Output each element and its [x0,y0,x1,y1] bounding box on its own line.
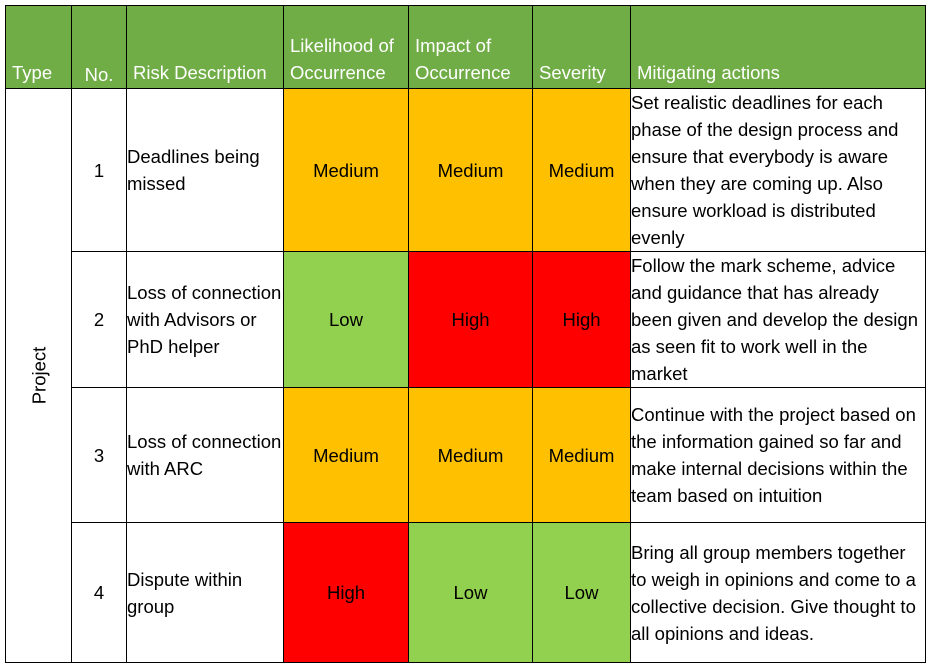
impact-level: Low [408,522,533,663]
impact-level: Medium [408,387,533,523]
severity-level: High [532,251,631,388]
mitigating-action: Continue with the project based on the i… [630,387,926,523]
severity-level: Medium [532,387,631,523]
risk-table: Type No. Risk Description Likelihood of … [5,5,926,663]
severity-level: Medium [532,88,631,252]
header-likelihood: Likelihood of Occurrence [283,5,409,89]
risk-number: 4 [71,522,127,663]
severity-level: Low [532,522,631,663]
risk-row: 3 Loss of connection with ARC Medium Med… [6,387,926,523]
risk-row: 4 Dispute within group High Low Low Brin… [6,522,926,663]
likelihood-level: High [283,522,409,663]
header-risk-description: Risk Description [126,5,284,89]
type-label: Project [27,346,49,405]
header-severity: Severity [532,5,631,89]
header-mitigation: Mitigating actions [630,5,926,89]
mitigating-action: Follow the mark scheme, advice and guida… [630,251,926,388]
risk-row: Project 1 Deadlines being missed Medium … [5,88,926,663]
impact-level: High [408,251,533,388]
likelihood-level: Medium [283,387,409,523]
likelihood-level: Medium [283,88,409,252]
type-cell: Project [5,88,72,663]
risk-row: 2 Loss of connection with Advisors or Ph… [6,251,926,388]
risk-number: 3 [71,387,127,523]
mitigating-action: Bring all group members together to weig… [630,522,926,663]
mitigating-action: Set realistic deadlines for each phase o… [630,88,926,252]
header-type: Type [5,5,72,89]
risk-number: 2 [71,251,127,388]
risk-number: 1 [71,88,127,252]
risk-description: Loss of connection with ARC [126,387,284,523]
risk-description: Loss of connection with Advisors or PhD … [126,251,284,388]
risk-description: Deadlines being missed [126,88,284,252]
header-impact: Impact of Occurrence [408,5,533,89]
risk-description: Dispute within group [126,522,284,663]
likelihood-level: Low [283,251,409,388]
impact-level: Medium [408,88,533,252]
header-no: No. [71,5,127,89]
header-row: Type No. Risk Description Likelihood of … [5,5,926,89]
